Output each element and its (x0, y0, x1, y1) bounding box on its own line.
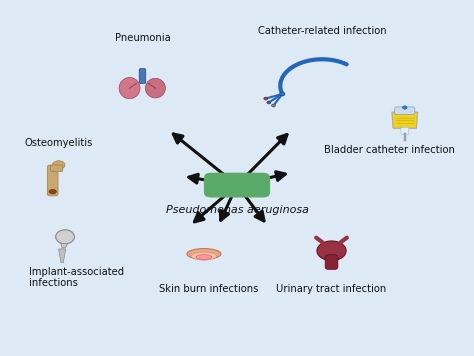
Polygon shape (59, 249, 66, 263)
Text: Catheter-related infection: Catheter-related infection (258, 26, 386, 36)
Text: Pneumonia: Pneumonia (115, 33, 170, 43)
Bar (404, 133, 406, 141)
FancyBboxPatch shape (325, 255, 338, 269)
FancyBboxPatch shape (139, 69, 146, 83)
Text: Implant-associated
infections: Implant-associated infections (29, 267, 124, 288)
Circle shape (267, 101, 271, 104)
Ellipse shape (196, 255, 212, 260)
Text: Bladder catheter infection: Bladder catheter infection (324, 145, 455, 155)
Ellipse shape (187, 248, 221, 259)
Ellipse shape (52, 161, 65, 169)
Ellipse shape (119, 78, 140, 99)
Circle shape (264, 97, 268, 100)
Circle shape (280, 92, 285, 96)
Text: Pseudomonas aeruginosa: Pseudomonas aeruginosa (165, 205, 309, 215)
Ellipse shape (317, 241, 346, 261)
Text: Urinary tract infection: Urinary tract infection (276, 284, 387, 294)
Text: Skin burn infections: Skin burn infections (159, 284, 258, 294)
Ellipse shape (49, 189, 56, 194)
Ellipse shape (191, 252, 217, 260)
FancyBboxPatch shape (395, 107, 415, 115)
FancyBboxPatch shape (204, 173, 270, 198)
Circle shape (272, 104, 275, 107)
Text: Osteomyelitis: Osteomyelitis (24, 137, 93, 147)
Circle shape (55, 230, 74, 244)
Ellipse shape (146, 78, 165, 98)
Polygon shape (61, 244, 67, 248)
FancyBboxPatch shape (47, 165, 58, 196)
Polygon shape (392, 112, 418, 128)
FancyBboxPatch shape (401, 127, 409, 135)
FancyBboxPatch shape (51, 165, 63, 172)
Circle shape (402, 106, 407, 109)
